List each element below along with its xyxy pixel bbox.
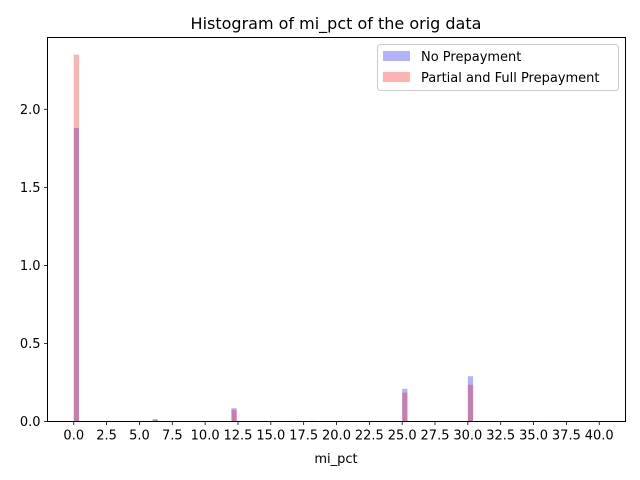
bar-no-prepayment-0 <box>73 128 80 422</box>
x-tick-label: 15.0 <box>256 429 285 444</box>
x-tick-label: 35.0 <box>519 429 548 444</box>
legend-swatch-prepayment <box>383 72 410 82</box>
x-tick-label: 40.0 <box>585 429 614 444</box>
bar-prepayment-2 <box>231 409 237 422</box>
x-tick-label: 20.0 <box>322 429 351 444</box>
bar-prepayment-0 <box>73 54 80 422</box>
x-tick-label: 0.0 <box>63 429 84 444</box>
x-tick-label: 10.0 <box>191 429 220 444</box>
x-tick-label: 22.5 <box>355 429 384 444</box>
plot-frame <box>47 37 626 422</box>
bar-no-prepayment-6 <box>467 376 474 422</box>
x-tick-label: 30.0 <box>453 429 482 444</box>
x-tick-label: 2.5 <box>96 429 117 444</box>
x-tick-label: 7.5 <box>162 429 183 444</box>
bar-prepayment-4 <box>467 384 474 422</box>
y-tick-label: 2.0 <box>20 103 41 118</box>
x-tick-label: 32.5 <box>486 429 515 444</box>
x-axis-label: mi_pct <box>314 452 357 467</box>
bar-no-prepayment-5 <box>402 388 408 422</box>
bar-prepayment-1 <box>152 419 158 422</box>
x-tick-label: 12.5 <box>224 429 253 444</box>
legend-swatch-no-prepayment <box>383 51 410 61</box>
legend-frame <box>377 44 619 91</box>
y-tick-label: 1.0 <box>20 259 41 274</box>
y-axis: 0.0 0.5 1.0 1.5 2.0 <box>20 103 48 430</box>
x-axis: 0.0 2.5 5.0 7.5 10.0 12.5 15.0 17.5 20.0 22.5 25.0… <box>63 421 614 444</box>
x-tick-label: 17.5 <box>289 429 318 444</box>
bar-no-prepayment-2 <box>231 408 237 422</box>
legend: No Prepayment Partial and Full Prepaymen… <box>377 44 619 91</box>
bar-prepayment-3 <box>402 392 408 422</box>
y-tick-label: 0.5 <box>20 337 41 352</box>
y-tick-label: 0.0 <box>20 415 41 430</box>
bars-layer <box>73 54 539 422</box>
legend-label-no-prepayment: No Prepayment <box>421 50 521 65</box>
x-tick-label: 37.5 <box>552 429 581 444</box>
chart-title: Histogram of mi_pct of the orig data <box>191 14 482 34</box>
legend-label-prepayment: Partial and Full Prepayment <box>421 71 600 86</box>
y-tick-label: 1.5 <box>20 181 41 196</box>
bar-no-prepayment-1 <box>152 419 158 422</box>
x-tick-label: 5.0 <box>129 429 150 444</box>
x-tick-label: 27.5 <box>421 429 450 444</box>
x-tick-label: 25.0 <box>388 429 417 444</box>
